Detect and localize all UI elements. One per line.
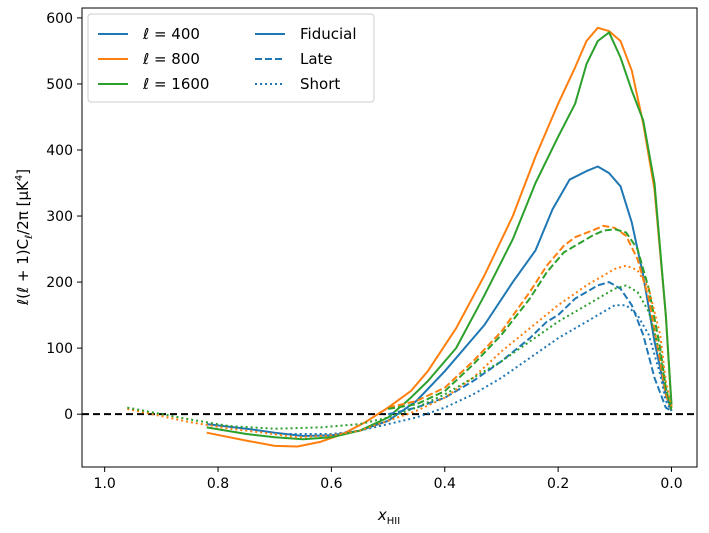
x-tick-label: 1.0 bbox=[94, 476, 116, 492]
y-tick-label: 600 bbox=[46, 11, 73, 27]
legend-label-l1600: ℓ = 1600 bbox=[142, 75, 209, 93]
x-tick-label: 0.8 bbox=[207, 476, 229, 492]
y-tick-label: 300 bbox=[46, 209, 73, 225]
series-line-8 bbox=[127, 284, 673, 430]
series-line-0 bbox=[206, 165, 673, 437]
y-tick-label: 400 bbox=[46, 143, 73, 159]
y-axis: 0 100 200 300 400 500 600 bbox=[46, 11, 82, 423]
legend-box bbox=[87, 13, 375, 103]
series-line-3 bbox=[387, 281, 673, 416]
y-tick-label: 100 bbox=[46, 341, 73, 357]
y-tick-label: 0 bbox=[64, 407, 73, 423]
legend-label-fiducial: Fiducial bbox=[300, 25, 357, 43]
legend-label-l400: ℓ = 400 bbox=[142, 25, 200, 43]
x-axis-label: xHII bbox=[377, 506, 400, 527]
legend-label-short: Short bbox=[300, 75, 340, 93]
series-line-4 bbox=[387, 224, 673, 412]
series-line-2 bbox=[206, 31, 673, 441]
x-tick-label: 0.4 bbox=[434, 476, 456, 492]
series-line-1 bbox=[206, 26, 673, 448]
x-tick-label: 0.0 bbox=[660, 476, 682, 492]
series-line-7 bbox=[127, 264, 673, 439]
series-line-6 bbox=[274, 304, 673, 435]
y-tick-label: 500 bbox=[46, 77, 73, 93]
legend: ℓ = 400 ℓ = 800 ℓ = 1600 Fiducial Late S… bbox=[87, 13, 375, 103]
x-tick-label: 0.6 bbox=[320, 476, 342, 492]
x-tick-label: 0.2 bbox=[547, 476, 569, 492]
legend-label-late: Late bbox=[300, 50, 333, 68]
x-axis: 1.0 0.8 0.6 0.4 0.2 0.0 bbox=[94, 467, 683, 492]
legend-label-l800: ℓ = 800 bbox=[142, 50, 200, 68]
y-tick-label: 200 bbox=[46, 275, 73, 291]
plot-frame bbox=[81, 7, 698, 468]
y-axis-label: ℓ(ℓ + 1)Cℓ/2π [μK4] bbox=[14, 169, 35, 306]
